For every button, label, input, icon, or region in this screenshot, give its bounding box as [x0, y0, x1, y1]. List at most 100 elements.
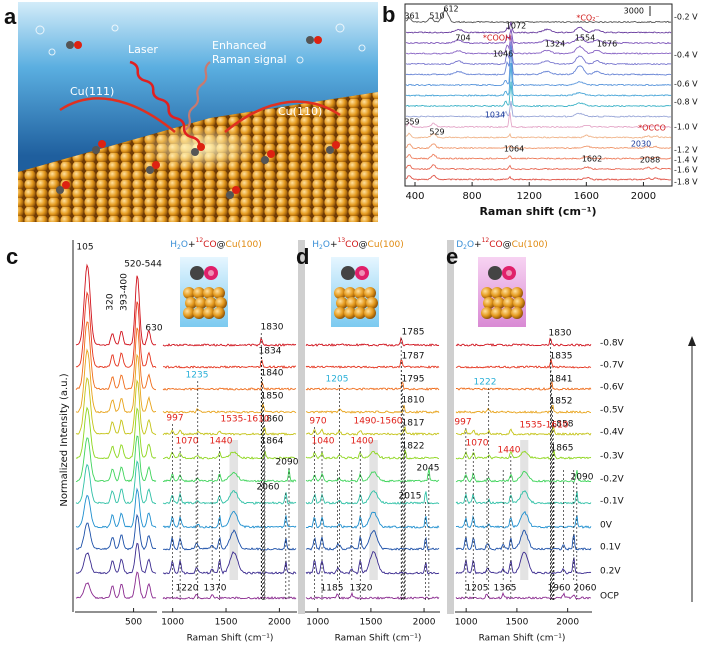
- c-atom: [341, 266, 355, 280]
- spectrum: [455, 510, 592, 529]
- facet-label: Cu(110): [278, 105, 322, 118]
- peak-label: 1535-1610: [220, 415, 269, 425]
- peak-label: 1400: [351, 437, 374, 447]
- peak-label: 612: [443, 5, 458, 14]
- peak-label: 1072: [506, 22, 526, 31]
- spectrum: [305, 449, 440, 460]
- peak-label: 1810: [402, 396, 425, 406]
- cu-atom: [336, 297, 348, 309]
- x-tick-label: 500: [125, 618, 142, 628]
- species-label: *CO₂⁻: [576, 14, 599, 23]
- panel-label: b: [382, 2, 395, 27]
- panel-label: c: [6, 244, 18, 269]
- spectrum: [305, 404, 440, 414]
- title-part: O: [323, 240, 330, 250]
- spectrum: [163, 359, 297, 369]
- separator: [447, 240, 454, 614]
- spectrum: [305, 359, 440, 369]
- spectrum: [405, 45, 671, 87]
- shade: [520, 440, 529, 580]
- peak-label: 1064: [504, 145, 524, 154]
- peak-label: 1320: [350, 584, 373, 594]
- x-tick-label: 1500: [215, 618, 238, 628]
- spectrum: [405, 153, 672, 160]
- potential-label: -0.2 V: [674, 13, 698, 22]
- peak-label: 2090: [276, 458, 299, 468]
- laser-label: Laser: [128, 43, 158, 56]
- cu-atom: [364, 287, 376, 299]
- cu-atom: [215, 297, 227, 309]
- spectrum: [162, 402, 297, 414]
- peak-label: 361: [404, 12, 419, 21]
- peak-label: 1817: [402, 419, 425, 429]
- peak-label: 2060: [257, 483, 280, 493]
- spectrum: [455, 337, 592, 347]
- peak-label: 1834: [259, 347, 282, 357]
- peak-label: 105: [76, 243, 93, 253]
- spectrum: [75, 435, 157, 483]
- peak-label: 1676: [597, 40, 617, 49]
- peak-label: 1440: [210, 437, 233, 447]
- spectrum: [305, 490, 440, 505]
- peak-label: 1602: [582, 155, 602, 164]
- potential-label: 0.2V: [600, 567, 621, 577]
- peak-label: 1034: [485, 111, 505, 120]
- cu-atom: [491, 307, 503, 319]
- o-ring: [208, 270, 214, 276]
- title-part: CO: [203, 240, 216, 250]
- title-part: @: [503, 240, 512, 250]
- spectrum: [405, 164, 672, 171]
- peak-label: 1070: [466, 439, 489, 449]
- peak-label: 1490-1560: [353, 417, 402, 427]
- peak-label: 630: [145, 324, 162, 334]
- cu-atom: [354, 287, 366, 299]
- x-tick-label: 1000: [161, 618, 184, 628]
- cu-atom: [493, 297, 505, 309]
- peak-label: 1830: [549, 329, 572, 339]
- spectrum: [455, 470, 592, 483]
- o-ring: [506, 270, 512, 276]
- peak-label: 1535-1610: [519, 421, 568, 431]
- peak-label: 1235: [186, 371, 209, 381]
- potential-label: -0.6 V: [674, 80, 698, 89]
- cu-atom: [344, 287, 356, 299]
- potential-label: -1.4 V: [674, 156, 698, 165]
- cu-atom: [364, 307, 376, 319]
- title-part: O: [181, 240, 188, 250]
- cu-atom: [195, 297, 207, 309]
- potential-label: -0.4 V: [674, 51, 698, 60]
- cu-atom: [481, 307, 493, 319]
- spectrum: [406, 35, 672, 55]
- title-part: 13: [338, 237, 346, 244]
- x-tick-label: 1000: [306, 618, 329, 628]
- x-tick-label: 1500: [505, 618, 528, 628]
- peak-label: 510: [429, 12, 444, 21]
- potential-label: -0.8V: [600, 339, 625, 349]
- title-part: CO: [489, 240, 502, 250]
- peak-label: 2088: [640, 156, 660, 165]
- peak-label: 2060: [574, 584, 597, 594]
- spectrum: [162, 490, 297, 505]
- spectrum: [305, 381, 440, 391]
- title-part: H: [312, 240, 319, 250]
- cu-atom: [334, 287, 346, 299]
- species-label: *COOH: [483, 34, 511, 43]
- peak-label: 1324: [545, 40, 565, 49]
- spectrum: [75, 348, 157, 414]
- title-part: +: [474, 240, 482, 250]
- signal-label: Raman signal: [212, 53, 287, 66]
- cu-atom: [213, 307, 225, 319]
- spectrum: [75, 321, 157, 391]
- peak-label: 520-544: [124, 260, 162, 270]
- spectrum: [75, 376, 157, 436]
- panel-label: a: [4, 4, 17, 29]
- spectrum: [305, 529, 440, 551]
- cu-atom: [346, 297, 358, 309]
- title-part: 2: [319, 244, 323, 251]
- separator: [298, 240, 305, 614]
- spectrum: [455, 490, 592, 505]
- shade: [229, 440, 239, 580]
- peak-label: 393-400: [120, 273, 130, 311]
- panel-label: d: [296, 244, 309, 269]
